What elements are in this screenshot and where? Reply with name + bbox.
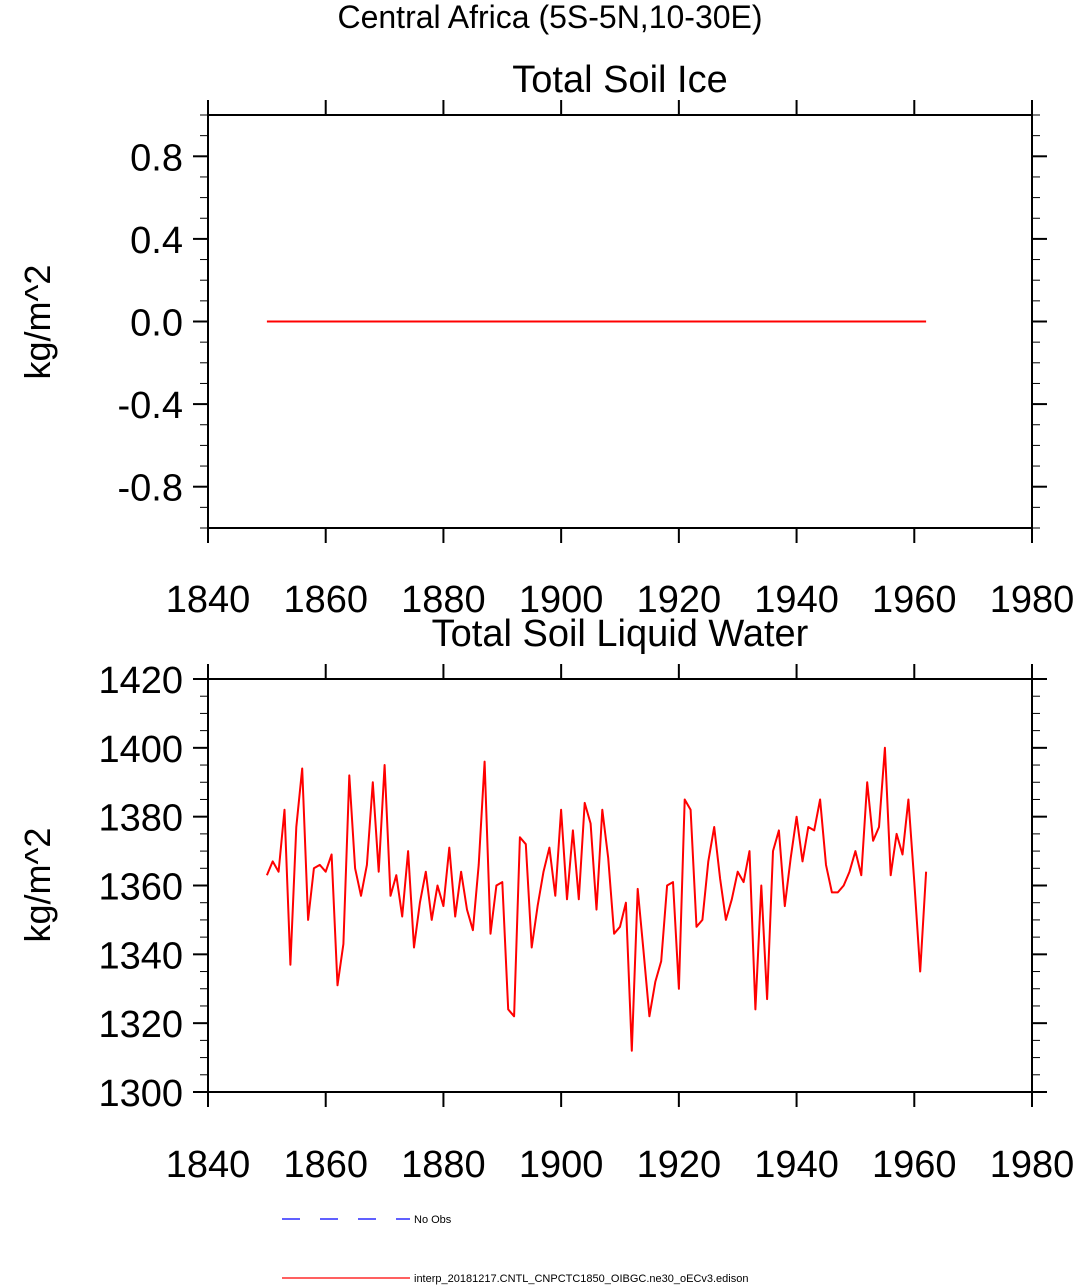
series-line [265, 746, 928, 1052]
x-tick-label: 1980 [990, 579, 1075, 621]
x-tick-label: 1920 [637, 1144, 722, 1186]
legend: No Obs interp_20181217.CNTL_CNPCTC1850_O… [282, 1214, 748, 1285]
chart-panel-soil-ice: Total Soil Ice kg/m^2 -0.8-0.40.00.40.8 … [17, 59, 1074, 621]
plot-frame [207, 678, 1033, 1093]
series-lines [265, 746, 928, 1052]
x-tick-label: 1920 [637, 579, 722, 621]
x-tick-labels: 1840 1860 1880 1900 1920 1940 1960 1980 [166, 1144, 1075, 1186]
x-tick-label: 1900 [519, 579, 604, 621]
x-tick-label: 1860 [283, 1144, 368, 1186]
y-axis-label: kg/m^2 [17, 265, 58, 380]
y-tick-labels: 1300 1320 1340 1360 1380 1400 1420 [98, 660, 183, 1115]
y-tick-label: -0.8 [118, 468, 183, 510]
x-tick-label: 1940 [754, 579, 839, 621]
y-tick-label: 0.0 [130, 303, 183, 345]
main-title: Central Africa (5S-5N,10-30E) [337, 0, 762, 35]
y-tick-label: 0.8 [130, 137, 183, 179]
x-tick-label: 1880 [401, 1144, 486, 1186]
x-tick-label: 1960 [872, 1144, 957, 1186]
x-tick-label: 1840 [166, 1144, 251, 1186]
x-tick-label: 1960 [872, 579, 957, 621]
x-tick-label: 1840 [166, 579, 251, 621]
x-tick-label: 1900 [519, 1144, 604, 1186]
axis-ticks [193, 664, 1047, 1107]
y-tick-label: 1340 [98, 935, 183, 977]
x-tick-label: 1880 [401, 579, 486, 621]
y-tick-label: 1400 [98, 729, 183, 771]
y-tick-labels: -0.8 -0.4 0.0 0.4 0.8 [118, 137, 183, 509]
y-tick-label: 1420 [98, 660, 183, 702]
x-tick-label: 1940 [754, 1144, 839, 1186]
y-tick-label: -0.4 [118, 385, 183, 427]
x-tick-labels: 1840 1860 1880 1900 1920 1940 1960 1980 [166, 579, 1075, 621]
y-tick-label: 1300 [98, 1073, 183, 1115]
y-tick-label: 1360 [98, 867, 183, 909]
x-tick-label: 1980 [990, 1144, 1075, 1186]
chart-panel-soil-liquid-water: Total Soil Liquid Water kg/m^2 130013201… [17, 613, 1074, 1186]
legend-label-no-obs: No Obs [414, 1214, 452, 1226]
x-tick-label: 1860 [283, 579, 368, 621]
y-tick-label: 0.4 [130, 220, 183, 262]
y-tick-label: 1380 [98, 798, 183, 840]
legend-label-model: interp_20181217.CNTL_CNPCTC1850_OIBGC.ne… [414, 1273, 748, 1285]
chart-title: Total Soil Liquid Water [432, 613, 809, 655]
axis-ticks [193, 100, 1047, 543]
y-axis-label: kg/m^2 [17, 828, 58, 943]
y-tick-label: 1320 [98, 1004, 183, 1046]
chart-title: Total Soil Ice [512, 59, 727, 101]
